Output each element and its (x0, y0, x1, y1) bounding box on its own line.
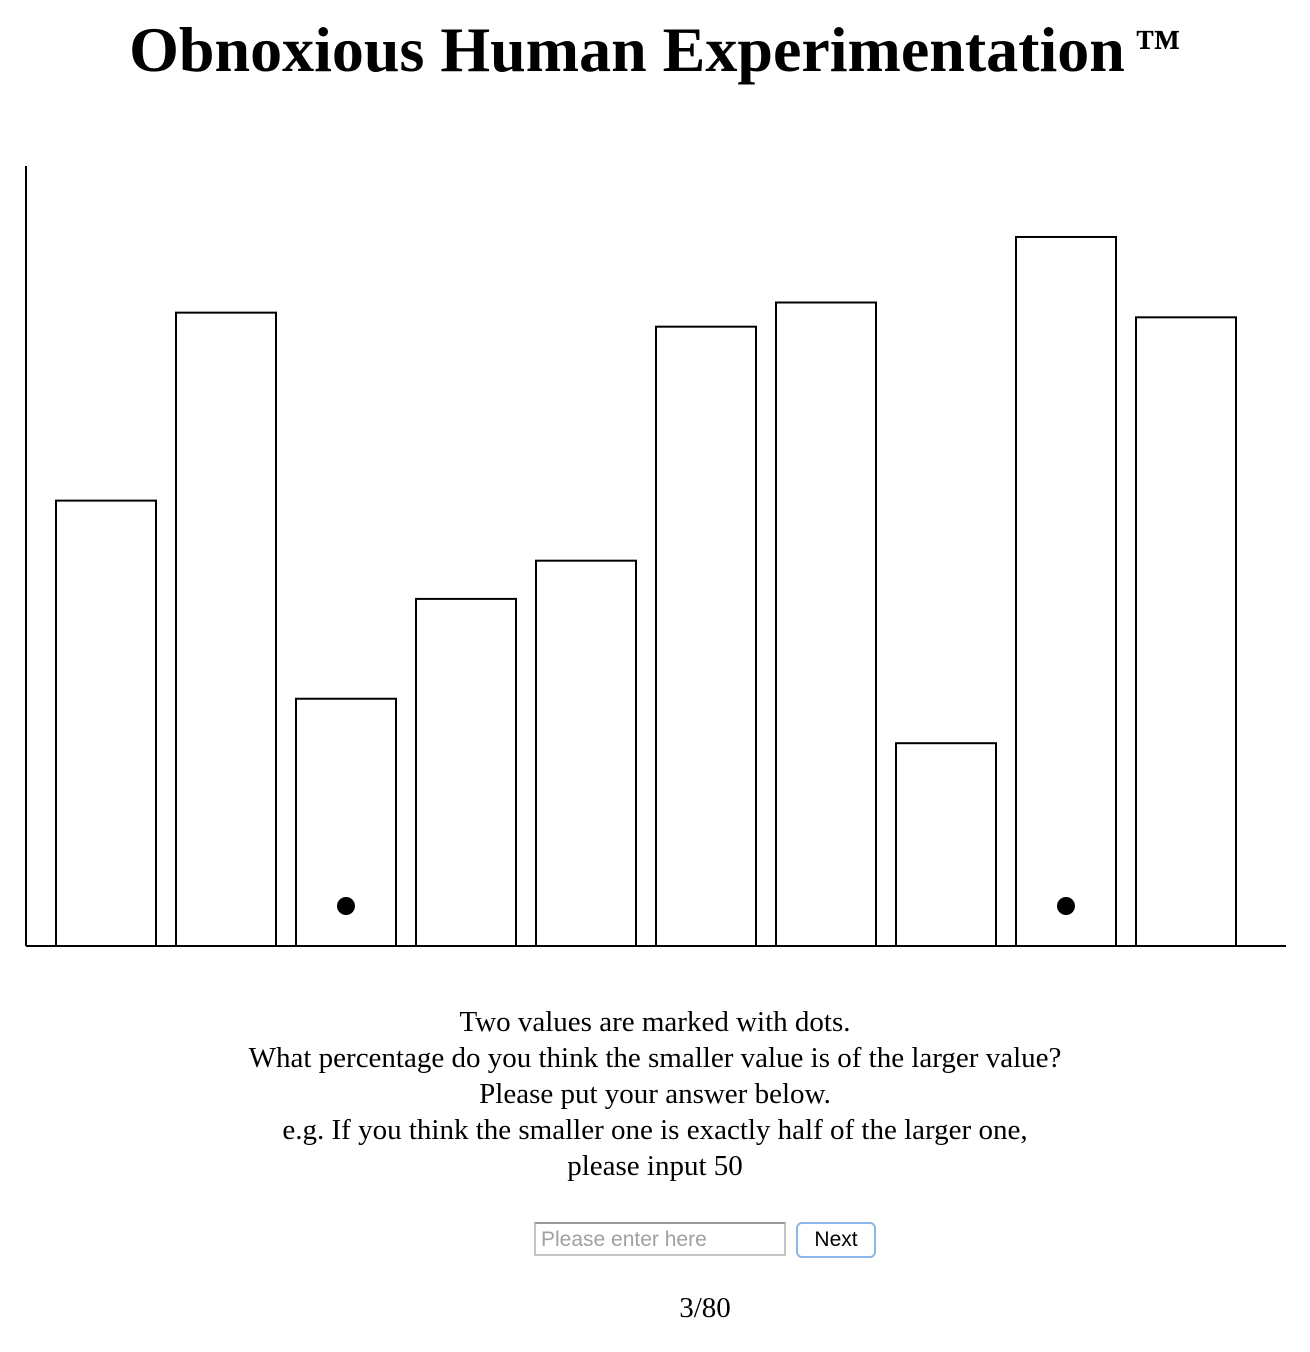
progress-counter: 3/80 (679, 1292, 731, 1324)
bar-2 (175, 311, 277, 947)
answer-input[interactable] (534, 1222, 786, 1256)
marker-dot-bar-3 (337, 897, 355, 915)
marker-dots-group (337, 897, 1075, 915)
instruction-line-2: What percentage do you think the smaller… (248, 1042, 1062, 1074)
trademark-symbol: ™ (1134, 20, 1181, 71)
bars-group (55, 235, 1237, 948)
bar-4 (415, 597, 517, 947)
page-title-text: Obnoxious Human Experimentation (129, 14, 1125, 85)
bar-7 (775, 301, 877, 947)
instruction-line-3: Please put your answer below. (479, 1078, 831, 1110)
instruction-line-5: please input 50 (567, 1150, 743, 1182)
page-title: Obnoxious Human Experimentation ™ (0, 8, 1310, 88)
bar-1 (55, 499, 157, 947)
bar-chart (25, 166, 1286, 948)
bar-6 (655, 325, 757, 947)
instruction-line-1: Two values are marked with dots. (459, 1006, 851, 1038)
bar-9 (1015, 235, 1117, 948)
bar-5 (535, 559, 637, 947)
marker-dot-bar-9 (1057, 897, 1075, 915)
instructions: Two values are marked with dots. What pe… (0, 1004, 1310, 1184)
bar-10 (1135, 316, 1237, 947)
next-button[interactable]: Next (796, 1222, 876, 1258)
instruction-line-4: e.g. If you think the smaller one is exa… (282, 1114, 1028, 1146)
answer-form: Next (534, 1222, 934, 1262)
bar-8 (895, 742, 997, 948)
